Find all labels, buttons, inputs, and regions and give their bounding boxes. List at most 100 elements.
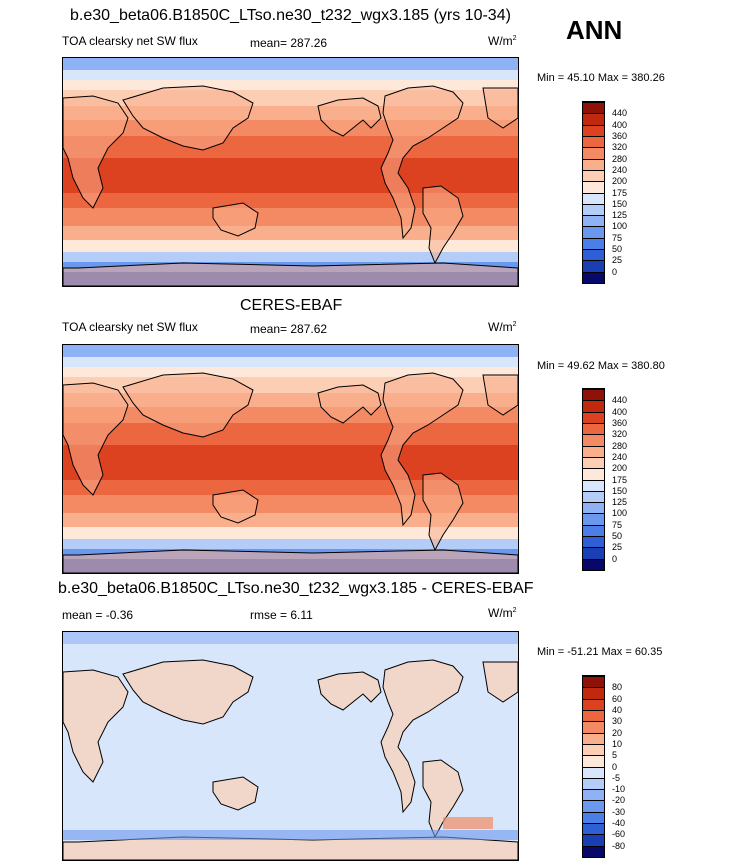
colorbar-segment xyxy=(583,698,604,710)
colorbar-tick-label: 400 xyxy=(612,406,628,417)
colorbar-segment xyxy=(583,468,604,480)
panel-2-title: CERES-EBAF xyxy=(240,297,343,314)
colorbar-segment xyxy=(583,755,604,767)
panel-1-colorbar: 0 25 50 75 100 125 150 175 200 240 280 320 360 400 440 xyxy=(582,101,627,284)
colorbar-tick-label: 280 xyxy=(612,153,628,164)
colorbar-segment xyxy=(583,411,604,423)
colorbar-tick-label: 0 xyxy=(612,266,618,277)
colorbar-tick-label: 40 xyxy=(612,704,623,715)
panel-3-colorbar: -80 -60 -40 -30 -20 -10 -5 0 5 10 20 30 40 60 80 xyxy=(582,675,625,858)
colorbar-tick-label: 240 xyxy=(612,164,628,175)
colorbar-tick-label: 150 xyxy=(612,198,628,209)
colorbar-segment xyxy=(583,456,604,469)
colorbar-segment xyxy=(583,800,604,812)
colorbar-tick-label: 360 xyxy=(612,130,628,141)
colorbar-segment xyxy=(583,237,604,250)
panel-1-minmax: Min = 45.10 Max = 380.26 xyxy=(537,72,665,84)
colorbar-segment xyxy=(583,181,604,193)
colorbar-segment xyxy=(583,102,604,114)
colorbar-tick-label: 20 xyxy=(612,727,623,738)
colorbar-tick-label: 75 xyxy=(612,232,623,243)
panel-3-map xyxy=(62,631,519,861)
panel-3-units: W/m2 xyxy=(488,606,517,620)
season-label: ANN xyxy=(566,15,623,45)
colorbar-tick-label: 240 xyxy=(612,451,628,462)
colorbar-tick-label: -60 xyxy=(612,829,626,840)
colorbar-segment xyxy=(583,135,604,148)
colorbar-segment xyxy=(583,777,604,790)
panel-3-title: b.e30_beta06.B1850C_LTso.ne30_t232_wgx3.… xyxy=(58,580,534,597)
panel-2-map xyxy=(62,344,519,574)
colorbar-tick-label: 50 xyxy=(612,244,623,255)
panel-2-units: W/m2 xyxy=(488,320,517,334)
colorbar-tick-label: 125 xyxy=(612,210,628,221)
colorbar-tick-label: 320 xyxy=(612,142,628,153)
colorbar-segment xyxy=(583,445,604,457)
panel-3-rmse: rmse = 6.11 xyxy=(250,608,313,622)
colorbar-tick-label: 175 xyxy=(612,187,628,198)
panel-2-mean: mean= 287.62 xyxy=(250,322,328,336)
colorbar-tick-label: 280 xyxy=(612,440,628,451)
colorbar-tick-label: 25 xyxy=(612,542,623,553)
colorbar-segment xyxy=(583,676,604,688)
panel-1-map xyxy=(62,57,519,287)
panel-1-mean: mean= 287.26 xyxy=(250,36,328,50)
colorbar-segment xyxy=(583,513,604,525)
panel-2-field xyxy=(63,345,518,573)
colorbar-tick-label: 5 xyxy=(612,750,618,761)
colorbar-segment xyxy=(583,687,604,699)
colorbar-segment xyxy=(583,536,604,548)
colorbar-tick-label: 175 xyxy=(612,474,628,485)
colorbar-segment xyxy=(583,434,604,446)
colorbar-tick-label: 100 xyxy=(612,508,628,519)
colorbar-tick-label: 100 xyxy=(612,221,628,232)
colorbar-segment xyxy=(583,479,604,491)
colorbar-tick-label: -80 xyxy=(612,840,626,851)
colorbar-segment xyxy=(583,124,604,136)
colorbar-segment xyxy=(583,215,604,227)
colorbar-segment xyxy=(583,422,604,435)
colorbar-segment xyxy=(583,271,604,283)
panel-3-mean: mean = -0.36 xyxy=(62,608,134,622)
colorbar-tick-label: 150 xyxy=(612,485,628,496)
colorbar-segment xyxy=(583,226,604,238)
colorbar-segment xyxy=(583,823,604,835)
colorbar-segment xyxy=(583,709,604,722)
colorbar-tick-label: 400 xyxy=(612,119,628,130)
colorbar-tick-label: 60 xyxy=(612,693,623,704)
colorbar-segment xyxy=(583,192,604,204)
panel-3-minmax: Min = -51.21 Max = 60.35 xyxy=(537,646,663,658)
colorbar-segment xyxy=(583,811,604,824)
colorbar-tick-label: -40 xyxy=(612,818,626,829)
colorbar-segment xyxy=(583,524,604,537)
colorbar-segment xyxy=(583,389,604,401)
colorbar-tick-label: 0 xyxy=(612,761,618,772)
colorbar-segment xyxy=(583,490,604,503)
colorbar-segment xyxy=(583,203,604,216)
colorbar-segment xyxy=(583,113,604,125)
colorbar-segment xyxy=(583,766,604,778)
colorbar-segment xyxy=(583,743,604,756)
colorbar-tick-label: 80 xyxy=(612,682,623,693)
colorbar-segment xyxy=(583,260,604,272)
panel-2-variable: TOA clearsky net SW flux xyxy=(62,320,198,334)
colorbar-segment xyxy=(583,732,604,744)
colorbar-segment xyxy=(583,400,604,412)
panel-1-field xyxy=(63,58,518,286)
colorbar-tick-label: 50 xyxy=(612,531,623,542)
colorbar-segment xyxy=(583,502,604,514)
panel-1-units: W/m2 xyxy=(488,34,517,48)
colorbar-segment xyxy=(583,147,604,159)
colorbar-segment xyxy=(583,249,604,261)
panel-2-colorbar: 0 25 50 75 100 125 150 175 200 240 280 320 360 400 440 xyxy=(582,388,627,571)
colorbar-segment xyxy=(583,721,604,733)
colorbar-tick-label: 200 xyxy=(612,463,628,474)
colorbar-tick-label: 320 xyxy=(612,429,628,440)
colorbar-segment xyxy=(583,845,604,857)
colorbar-segment xyxy=(583,158,604,170)
colorbar-tick-label: -10 xyxy=(612,784,626,795)
colorbar-tick-label: 10 xyxy=(612,738,623,749)
colorbar-segment xyxy=(583,169,604,182)
colorbar-segment xyxy=(583,834,604,846)
colorbar-segment xyxy=(583,547,604,559)
